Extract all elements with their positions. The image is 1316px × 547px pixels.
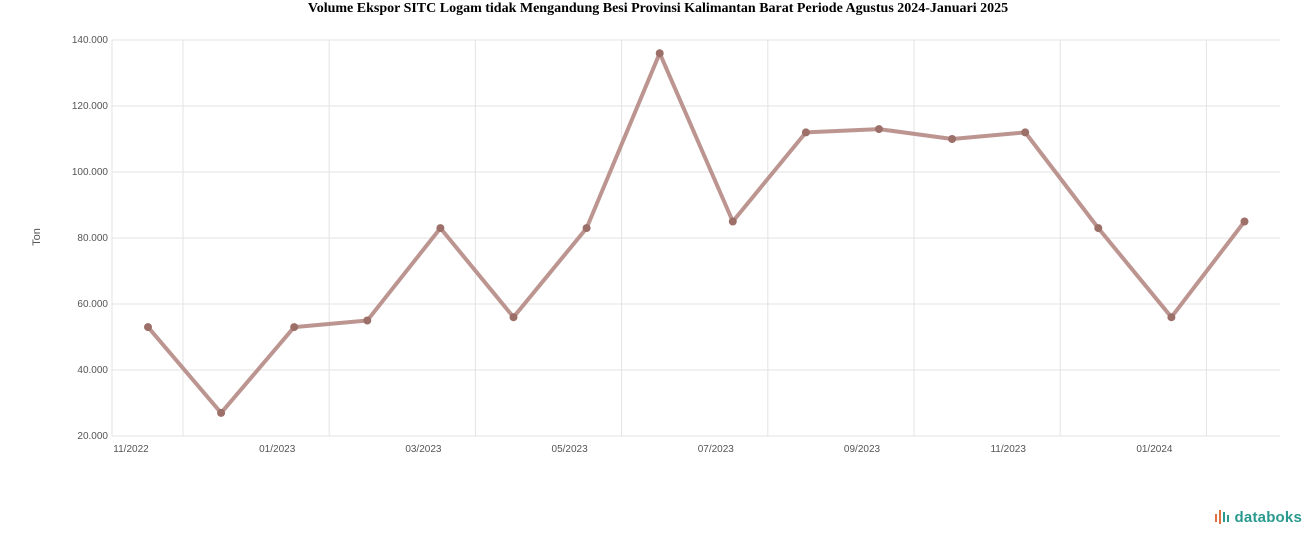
- x-tick-label: 03/2023: [405, 444, 442, 455]
- data-point: [290, 323, 299, 332]
- data-point: [1240, 217, 1249, 226]
- data-point: [144, 323, 152, 332]
- brand-name: databoks: [1234, 508, 1302, 526]
- y-axis-ticks: 20.000 40.000 60.000 80.000 100.000 120.000 14…: [72, 35, 109, 442]
- x-tick-label: 01/2024: [1136, 444, 1173, 455]
- series-line: [146, 51, 1247, 415]
- y-tick-label: 20.000: [77, 431, 108, 442]
- chart-grid: [111, 39, 1280, 437]
- y-tick-label: 80.000: [77, 233, 108, 244]
- y-axis-label: Ton: [31, 228, 43, 246]
- data-point: [948, 135, 957, 143]
- x-tick-label: 05/2023: [552, 444, 589, 455]
- x-tick-label: 01/2023: [259, 444, 296, 455]
- x-tick-label: 11/2022: [113, 444, 149, 455]
- y-tick-label: 100.000: [72, 167, 109, 178]
- data-point: [217, 408, 226, 417]
- databoks-brand: databoks: [1214, 508, 1302, 526]
- x-tick-label: 09/2023: [844, 444, 881, 455]
- databoks-logo-icon: [1214, 510, 1229, 524]
- data-point: [875, 125, 883, 134]
- chart-title: Volume Ekspor SITC Logam tidak Mengandun…: [307, 1, 1009, 16]
- x-axis-ticks: 11/2022 01/2023 03/2023 05/2023 07/2023 09/20…: [113, 444, 1173, 455]
- data-point: [728, 217, 737, 226]
- data-point: [801, 128, 810, 137]
- data-point: [1021, 128, 1030, 137]
- data-point: [582, 224, 591, 233]
- x-tick-label: 11/2023: [990, 444, 1026, 455]
- x-tick-label: 07/2023: [698, 444, 735, 455]
- data-point: [436, 224, 445, 233]
- series-layer: [144, 49, 1249, 417]
- data-point: [509, 313, 518, 322]
- y-tick-label: 40.000: [77, 365, 108, 376]
- data-point: [655, 49, 664, 58]
- y-tick-label: 140.000: [72, 35, 109, 46]
- data-point: [363, 316, 372, 325]
- y-tick-label: 60.000: [77, 299, 108, 310]
- y-tick-label: 120.000: [72, 101, 109, 112]
- data-point: [1167, 313, 1176, 322]
- data-point: [1094, 224, 1103, 233]
